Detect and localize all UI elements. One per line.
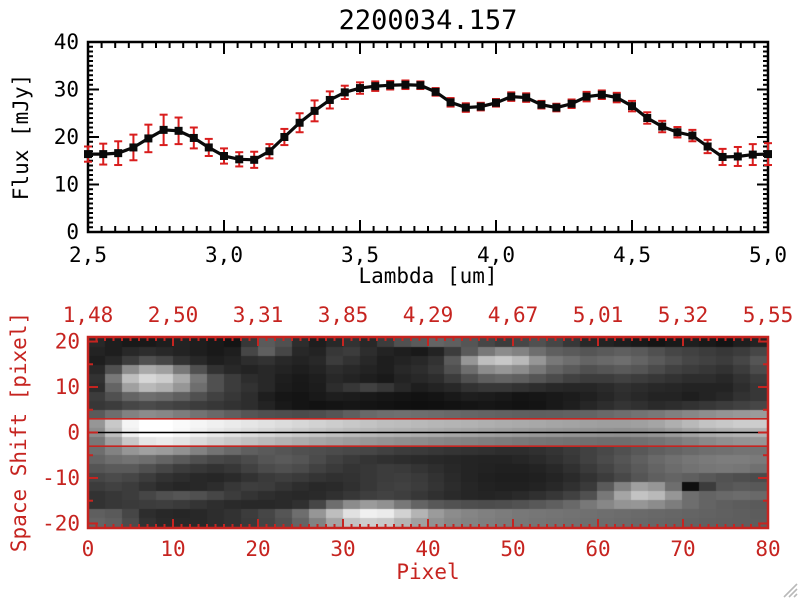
pixel-tick-label: 80 (755, 537, 780, 561)
data-point-marker (371, 82, 380, 91)
top-x-tick-label: 4,0 (477, 243, 515, 267)
data-point-marker (446, 98, 455, 107)
top-x-tick-label: 2,5 (69, 243, 107, 267)
pixel-tick-label: 40 (415, 537, 440, 561)
top-y-tick-label: 20 (54, 125, 79, 149)
data-point-marker (628, 102, 636, 111)
data-point-marker (688, 131, 697, 140)
shift-tick-label: 20 (55, 330, 80, 354)
pixel-tick-label: 50 (500, 537, 525, 561)
top-x-axis-label: Lambda [um] (358, 264, 498, 288)
data-point-marker (129, 143, 138, 152)
data-point-marker (582, 92, 591, 101)
data-point-marker (764, 150, 772, 159)
wavelength-tick-label: 5,01 (573, 303, 624, 327)
data-point-marker (522, 93, 531, 102)
data-point-marker (356, 84, 364, 93)
shift-tick-label: 0 (67, 421, 80, 445)
pixel-tick-label: 20 (245, 537, 270, 561)
data-point-marker (643, 114, 652, 122)
flux-curve (88, 83, 769, 162)
data-point-marker (159, 125, 168, 134)
data-point-marker (340, 88, 349, 97)
data-point-marker (748, 150, 757, 159)
data-point-marker (174, 126, 183, 135)
data-point-marker (658, 122, 667, 131)
data-point-marker (537, 100, 546, 109)
top-y-tick-label: 30 (54, 78, 79, 102)
data-point-marker (431, 87, 440, 96)
wavelength-tick-label: 2,50 (148, 303, 199, 327)
data-point-marker (386, 81, 395, 90)
data-point-marker (703, 142, 712, 151)
data-point-marker (612, 93, 621, 102)
bottom-heatmap-panel: 1,48 2,50 3,31 3,85 4,29 4,67 5,01 5,32 5,55 0 10 2… (42, 303, 793, 561)
data-point-marker (204, 143, 213, 152)
data-point-marker (99, 150, 108, 159)
data-point-marker (280, 133, 289, 141)
data-point-marker (325, 95, 334, 104)
pixel-tick-label: 10 (160, 537, 185, 561)
data-point-marker (733, 152, 742, 161)
data-point-marker (114, 149, 123, 158)
data-point-marker (250, 155, 259, 164)
data-point-marker (416, 81, 425, 90)
data-point-marker (265, 147, 274, 156)
wavelength-tick-label: 3,31 (233, 303, 284, 327)
data-point-marker (552, 103, 561, 112)
data-point-marker (476, 102, 485, 111)
top-x-tick-label: 5,0 (749, 243, 787, 267)
top-y-tick-label: 40 (54, 30, 79, 54)
wavelength-tick-label: 4,29 (403, 303, 454, 327)
shift-tick-label: 10 (55, 375, 80, 399)
data-point-marker (310, 106, 319, 115)
data-point-marker (567, 99, 576, 108)
top-y-tick-label: 0 (66, 220, 79, 244)
data-point-marker (189, 133, 198, 142)
data-point-marker (295, 118, 304, 127)
top-spectrum-panel: 2,5 3,0 3,5 4,0 4,5 5,0 0 10 20 30 40 (54, 30, 787, 267)
data-point-marker (673, 128, 682, 137)
wavelength-tick-label: 4,67 (488, 303, 539, 327)
data-point-marker (401, 80, 410, 89)
shift-tick-label: -20 (42, 511, 80, 535)
pixel-tick-label: 60 (585, 537, 610, 561)
data-point-marker (144, 134, 153, 143)
data-point-marker (718, 152, 727, 161)
data-point-marker (84, 150, 92, 159)
data-point-marker (597, 90, 606, 99)
wavelength-tick-label: 5,32 (658, 303, 709, 327)
data-point-marker (220, 152, 228, 160)
top-y-tick-label: 10 (54, 173, 79, 197)
top-x-tick-label: 3,0 (205, 243, 243, 267)
wavelength-tick-label: 5,55 (743, 303, 794, 327)
data-point-marker (461, 103, 470, 112)
page-title: 2200034.157 (338, 5, 518, 36)
data-point-marker (507, 92, 516, 101)
wavelength-tick-label: 3,85 (318, 303, 369, 327)
shift-tick-label: -10 (42, 466, 80, 490)
pixel-tick-label: 0 (82, 537, 95, 561)
data-point-marker (492, 98, 500, 107)
top-x-tick-label: 3,5 (341, 243, 379, 267)
pixel-tick-label: 70 (670, 537, 695, 561)
bottom-x-axis-label: Pixel (396, 560, 460, 584)
pixel-tick-label: 30 (330, 537, 355, 561)
top-x-tick-label: 4,5 (613, 243, 651, 267)
resize-grip-icon[interactable] (778, 578, 798, 598)
data-point-marker (235, 155, 244, 164)
wavelength-tick-label: 1,48 (63, 303, 114, 327)
